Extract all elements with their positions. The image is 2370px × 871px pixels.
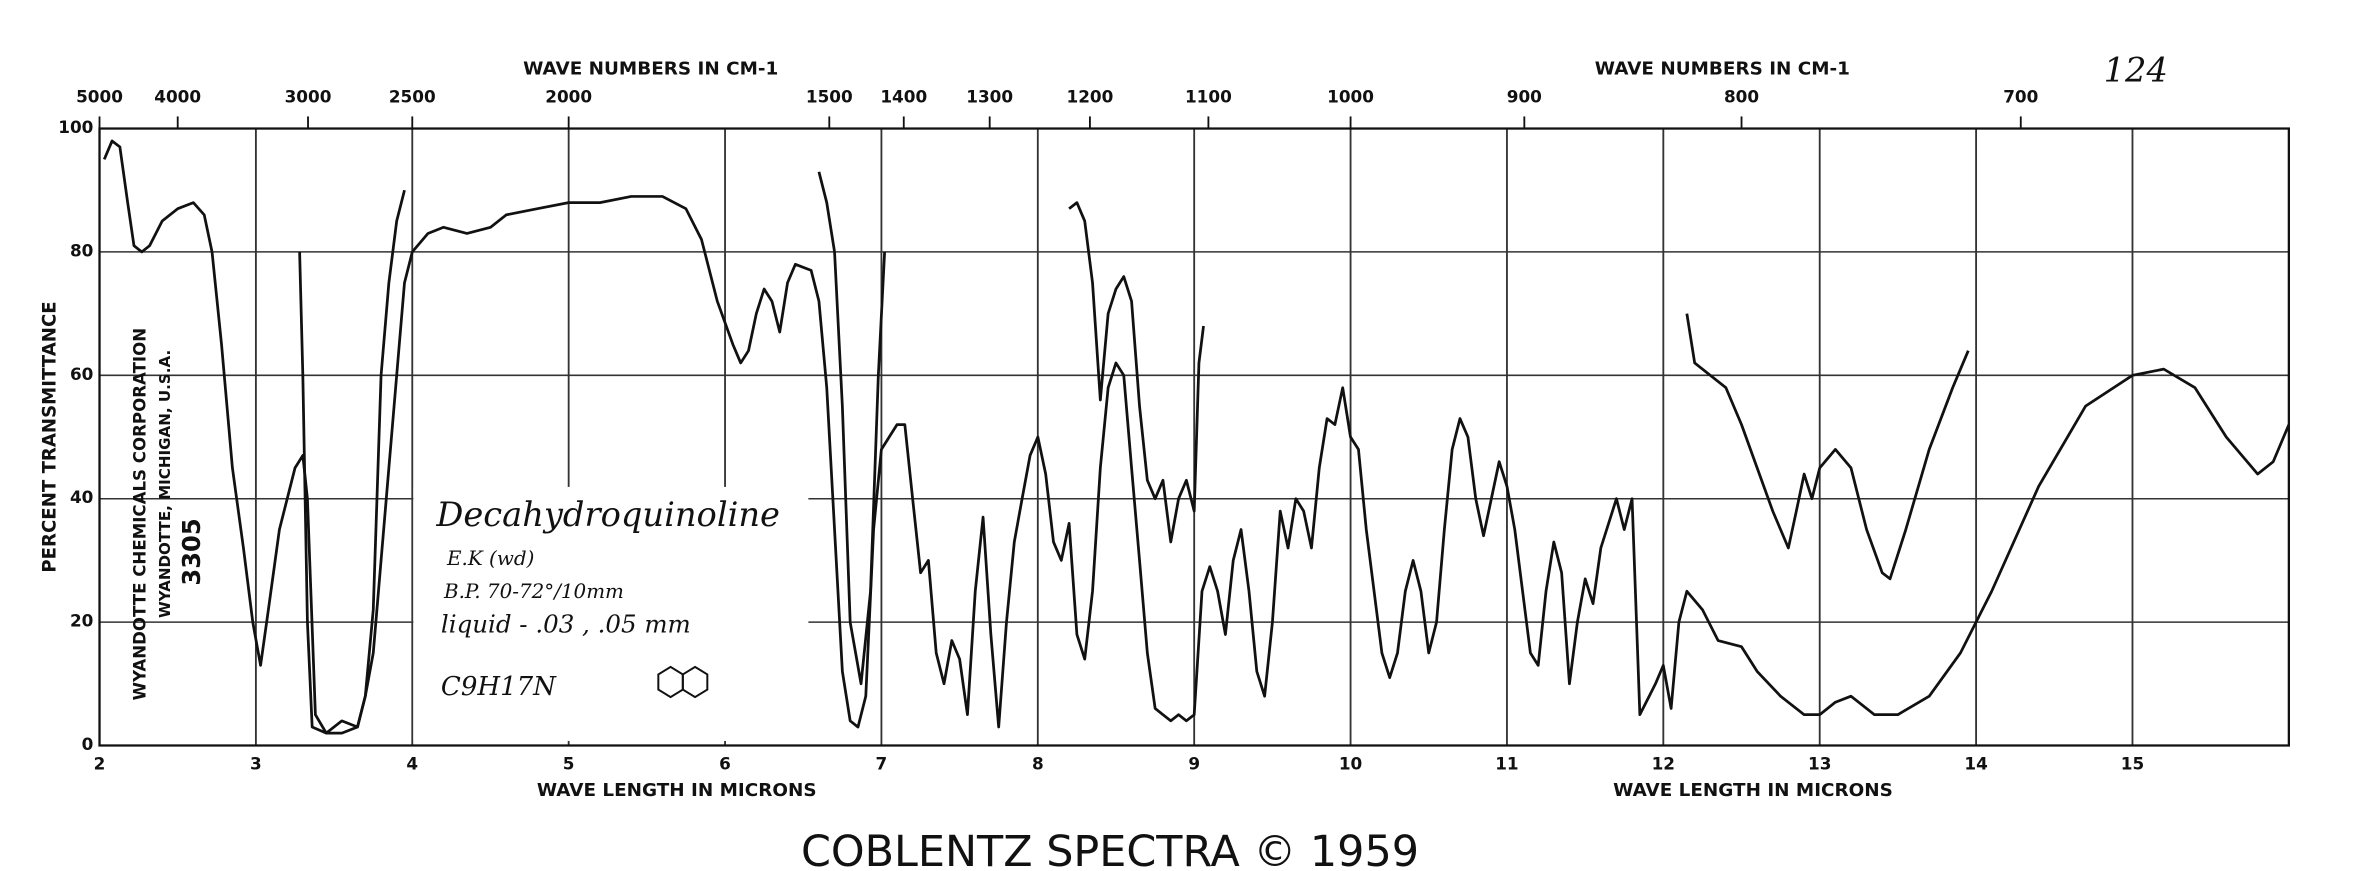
x-tick-label: 7 — [876, 754, 888, 774]
x-axis-label: WAVE LENGTH IN MICRONS — [1613, 780, 1893, 801]
x-tick-label: 12 — [1652, 754, 1675, 774]
footer: COBLENTZ SPECTRA © 1959 — [801, 827, 1419, 871]
stamp: WYANDOTTE CHEMICALS CORPORATION WYANDOTT… — [129, 328, 206, 701]
x2-tick-label: 1000 — [1327, 87, 1374, 107]
x2-axis-label: WAVE NUMBERS IN CM-1 — [1595, 59, 1850, 80]
y-tick-label: 60 — [70, 364, 93, 384]
note-formula: C9H17N — [441, 672, 557, 702]
plot-frame — [98, 127, 2291, 747]
curves — [102, 139, 2291, 735]
x2-tick-label: 1400 — [880, 87, 927, 107]
x-tick-label: 2 — [94, 754, 106, 774]
spectrum-line — [298, 171, 1970, 735]
stamp-line: WYANDOTTE, MICHIGAN, U.S.A. — [156, 350, 174, 618]
x2-tick-label: 2500 — [389, 87, 436, 107]
x2-tick-label: 1300 — [966, 87, 1013, 107]
x2-tick-label: 2000 — [545, 87, 592, 107]
y-tick-label: 0 — [82, 734, 94, 754]
y-tick-label: 20 — [70, 611, 93, 631]
page-number: 124 — [2104, 51, 2168, 90]
x-tick-label: 9 — [1188, 754, 1200, 774]
note-compound: Decahydroquinoline — [435, 495, 780, 534]
x-axis-label: WAVE LENGTH IN MICRONS — [537, 780, 817, 801]
x2-tick-label: 3000 — [285, 87, 332, 107]
x-tick-label: 6 — [719, 754, 731, 774]
x2-tick-label: 1500 — [806, 87, 853, 107]
x2-tick-label: 1100 — [1185, 87, 1232, 107]
x-tick-label: 14 — [1964, 754, 1987, 774]
ring-icon — [681, 665, 709, 699]
note-line: E.K (wd) — [446, 547, 534, 570]
x2-axis-label: WAVE NUMBERS IN CM-1 — [523, 59, 778, 80]
note: Decahydroquinoline E.K (wd) B.P. 70-72°/… — [435, 495, 780, 702]
note-line: liquid - .03 , .05 mm — [441, 610, 691, 639]
x-tick-label: 11 — [1495, 754, 1518, 774]
x-tick-label: 13 — [1808, 754, 1831, 774]
y-tick-label: 100 — [58, 117, 93, 137]
stamp-line: WYANDOTTE CHEMICALS CORPORATION — [129, 328, 149, 701]
y-axis-label: PERCENT TRANSMITTANCE — [39, 301, 60, 572]
note-label — [413, 486, 809, 741]
stamp-number: 3305 — [177, 518, 206, 585]
y-tick-label: 80 — [70, 240, 93, 260]
x-tick-label: 4 — [406, 754, 418, 774]
y-tick-label: 40 — [70, 487, 93, 507]
x-tick-label: 5 — [563, 754, 575, 774]
x-tick-label: 15 — [2121, 754, 2144, 774]
x2-tick-label: 4000 — [154, 87, 201, 107]
x2-tick-label: 800 — [1724, 87, 1759, 107]
x-tick-label: 8 — [1032, 754, 1044, 774]
x2-tick-label: 900 — [1507, 87, 1542, 107]
x2-tick-label: 700 — [2003, 87, 2038, 107]
spectrum-line — [102, 139, 2291, 735]
x2-tick-label: 5000 — [76, 87, 123, 107]
note-line: B.P. 70-72°/10mm — [443, 580, 624, 603]
x-tick-label: 10 — [1339, 754, 1362, 774]
x-tick-label: 3 — [250, 754, 262, 774]
x2-tick-label: 1200 — [1067, 87, 1114, 107]
